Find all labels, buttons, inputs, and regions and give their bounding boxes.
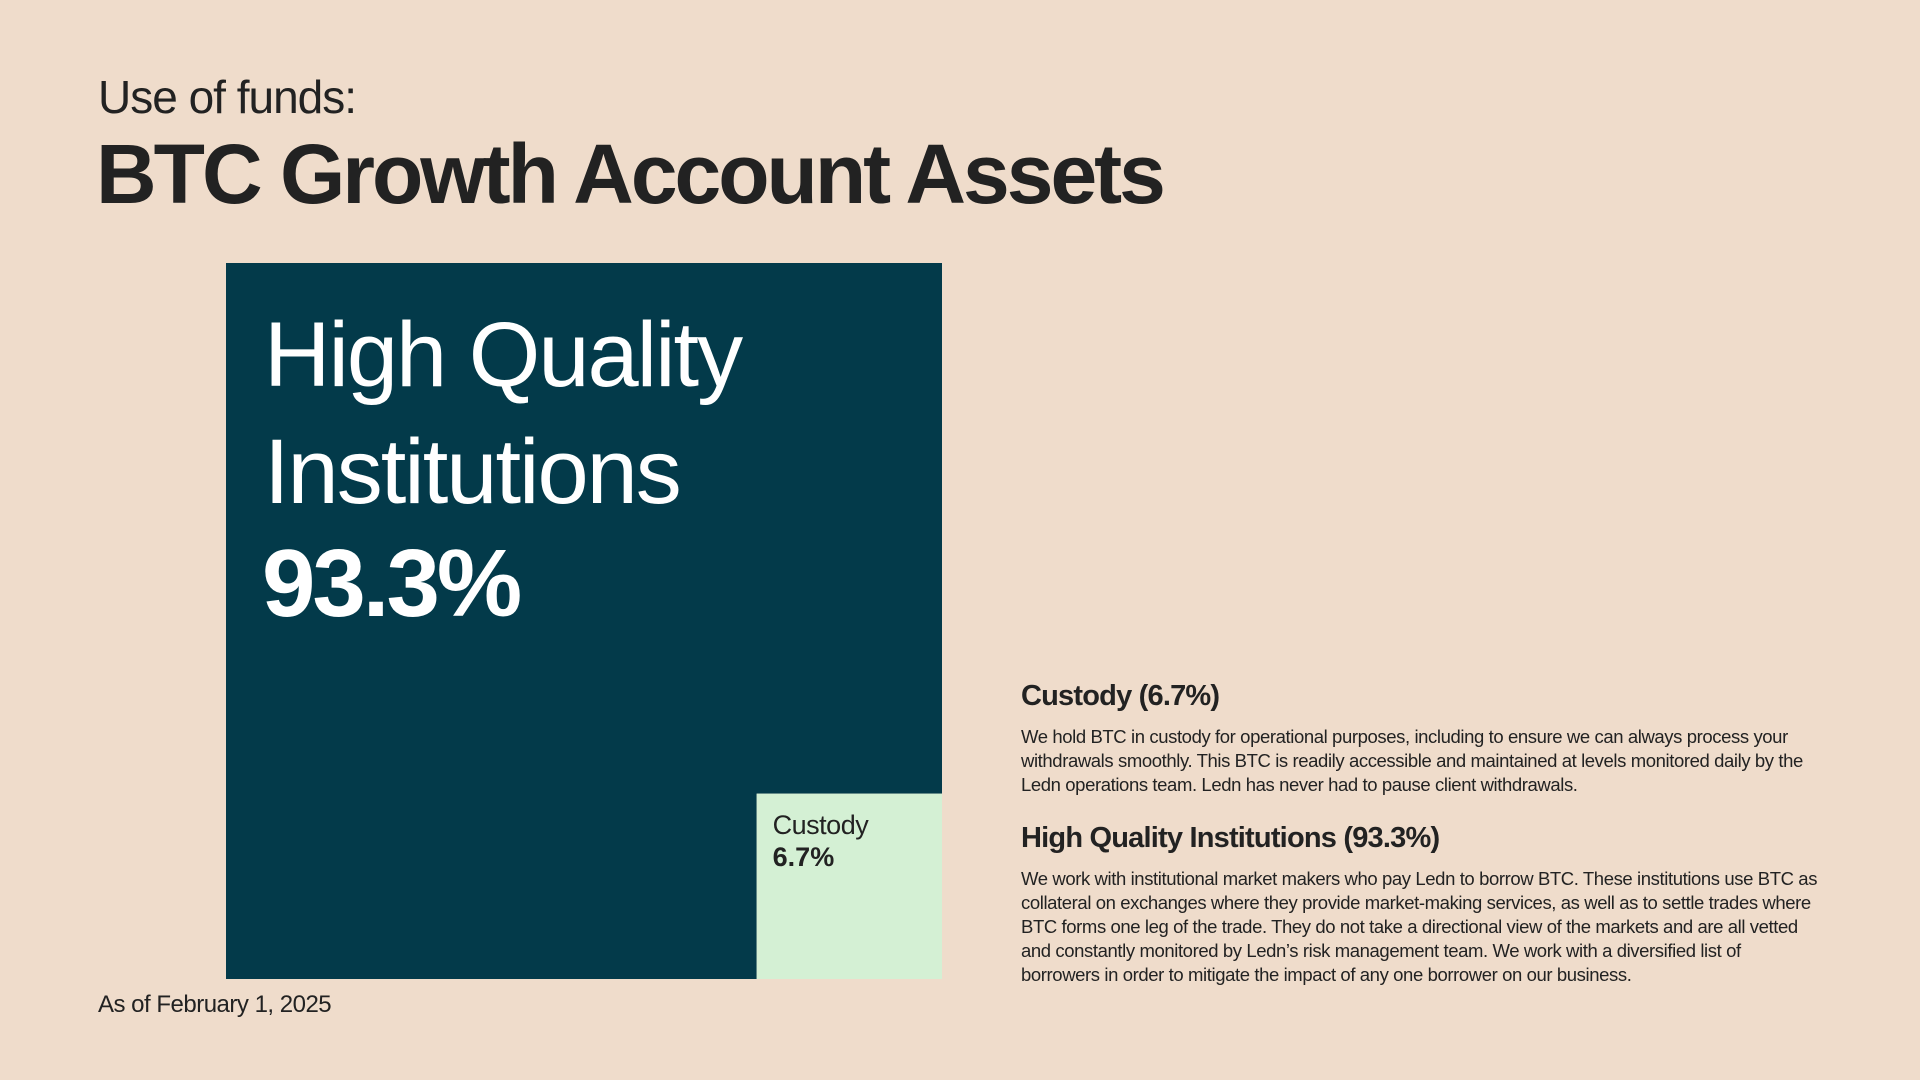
- treemap-cell: [226, 263, 942, 979]
- cell-label: High Quality Institutions: [264, 304, 743, 523]
- description-text: We work with institutional market makers…: [1021, 868, 1818, 985]
- treemap-cell: [756, 793, 942, 979]
- cell-value: 6.7%: [772, 841, 835, 872]
- description-heading: Custody (6.7%): [1021, 680, 1220, 712]
- kicker: Use of funds:: [98, 71, 357, 123]
- title: BTC Growth Account Assets: [96, 127, 1166, 221]
- footnote: As of February 1, 2025: [98, 991, 332, 1018]
- cell-label: Custody: [772, 809, 869, 840]
- description: Custody (6.7%) We hold BTC in custody fo…: [1021, 680, 1821, 797]
- cell-value: 93.3%: [262, 530, 522, 637]
- description: High Quality Institutions (93.3%) We wor…: [1021, 822, 1821, 987]
- description-text: We hold BTC in custody for operational p…: [1021, 726, 1803, 795]
- description-heading: High Quality Institutions (93.3%): [1021, 822, 1440, 854]
